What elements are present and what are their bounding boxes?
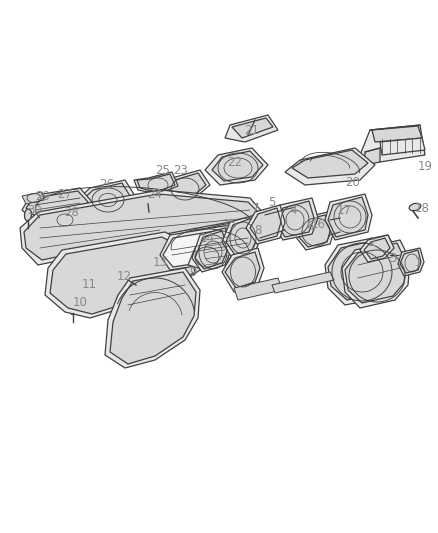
Text: 15: 15 [223,219,237,231]
Polygon shape [50,237,195,314]
Polygon shape [275,201,314,237]
Polygon shape [105,268,200,368]
Text: 16: 16 [311,219,325,231]
Polygon shape [195,231,228,269]
Text: 28: 28 [64,206,79,219]
Text: 20: 20 [346,176,360,190]
Polygon shape [222,215,262,258]
Polygon shape [400,250,421,273]
Polygon shape [26,191,88,218]
Polygon shape [246,205,285,244]
Text: 1: 1 [414,256,422,270]
Polygon shape [188,243,225,270]
Text: 13: 13 [152,255,167,269]
Polygon shape [163,226,254,267]
Text: 8: 8 [254,223,261,237]
Polygon shape [212,151,263,181]
Polygon shape [325,194,372,240]
Polygon shape [298,215,331,247]
Ellipse shape [144,191,152,205]
Ellipse shape [25,209,32,221]
Polygon shape [70,280,98,300]
Polygon shape [398,248,424,276]
Text: 27: 27 [57,188,73,200]
Polygon shape [50,210,78,228]
Polygon shape [295,212,335,250]
Polygon shape [45,232,200,318]
Polygon shape [110,272,196,364]
Text: 14: 14 [199,231,215,245]
Polygon shape [232,118,273,138]
Polygon shape [226,218,258,255]
Polygon shape [75,180,135,215]
Text: 30: 30 [28,204,42,216]
Text: 18: 18 [414,203,429,215]
Polygon shape [225,115,278,142]
Polygon shape [72,282,95,296]
Text: 11: 11 [81,279,96,292]
Text: 6: 6 [306,221,314,233]
Text: 2: 2 [368,237,376,249]
Text: 23: 23 [173,165,188,177]
Ellipse shape [409,203,421,211]
Polygon shape [292,150,368,178]
Text: 24: 24 [148,189,162,201]
Text: 21: 21 [244,124,259,136]
Polygon shape [24,194,262,260]
Text: 22: 22 [227,157,243,169]
Text: 26: 26 [99,179,114,191]
Text: 9: 9 [189,266,197,279]
Polygon shape [360,235,394,262]
Polygon shape [192,228,232,272]
Text: 25: 25 [155,165,170,177]
Polygon shape [80,183,130,212]
Text: 5: 5 [268,196,276,208]
Text: 3: 3 [389,252,397,264]
Polygon shape [160,222,258,270]
Polygon shape [162,173,206,199]
Polygon shape [325,235,398,305]
Polygon shape [158,170,210,202]
Polygon shape [372,126,422,142]
Polygon shape [22,192,44,204]
Ellipse shape [197,249,217,265]
Polygon shape [137,174,175,192]
Polygon shape [225,252,260,288]
Text: 12: 12 [117,271,131,284]
Text: 29: 29 [35,190,50,204]
Text: 7: 7 [252,201,260,214]
Polygon shape [364,238,390,259]
Ellipse shape [70,302,77,314]
Polygon shape [250,208,281,241]
Polygon shape [328,197,368,237]
Polygon shape [328,238,393,300]
Text: 19: 19 [417,160,432,174]
Text: 10: 10 [73,296,88,310]
Polygon shape [272,198,318,240]
Polygon shape [365,148,380,165]
Ellipse shape [124,276,131,280]
Polygon shape [222,248,264,292]
Polygon shape [380,138,425,155]
Polygon shape [234,278,282,300]
Polygon shape [20,190,265,265]
Polygon shape [205,148,268,185]
Text: 17: 17 [336,205,352,217]
Polygon shape [342,240,410,308]
Polygon shape [360,125,425,162]
Polygon shape [285,148,375,185]
Polygon shape [134,172,178,194]
Polygon shape [345,243,406,303]
Polygon shape [22,188,92,222]
Text: 4: 4 [289,204,297,216]
Polygon shape [272,272,334,293]
